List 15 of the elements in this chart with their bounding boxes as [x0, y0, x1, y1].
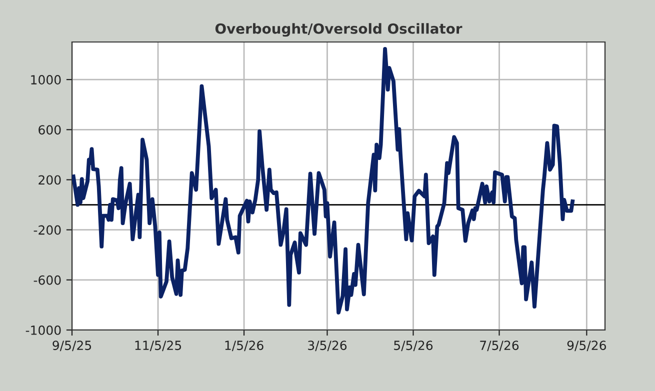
x-tick-label: 11/5/25: [135, 340, 182, 352]
x-tick-label: 9/5/25: [52, 340, 92, 352]
y-tick-label: 200: [38, 175, 61, 185]
chart-title: Overbought/Oversold Oscillator: [215, 23, 462, 37]
y-tick-label: 1000: [31, 75, 61, 84]
x-tick-label: 3/5/26: [308, 340, 347, 352]
x-tick-label: 9/5/26: [567, 340, 606, 352]
x-tick-label: 7/5/26: [480, 340, 519, 352]
y-tick-label: -600: [34, 275, 61, 285]
line-series: [72, 46, 575, 315]
y-tick-label: 600: [38, 125, 61, 135]
y-tick-label: -1000: [26, 325, 61, 335]
x-tick-label: 1/5/26: [225, 340, 264, 352]
y-tick-label: -200: [34, 225, 61, 235]
x-tick-label: 5/5/26: [394, 340, 433, 352]
